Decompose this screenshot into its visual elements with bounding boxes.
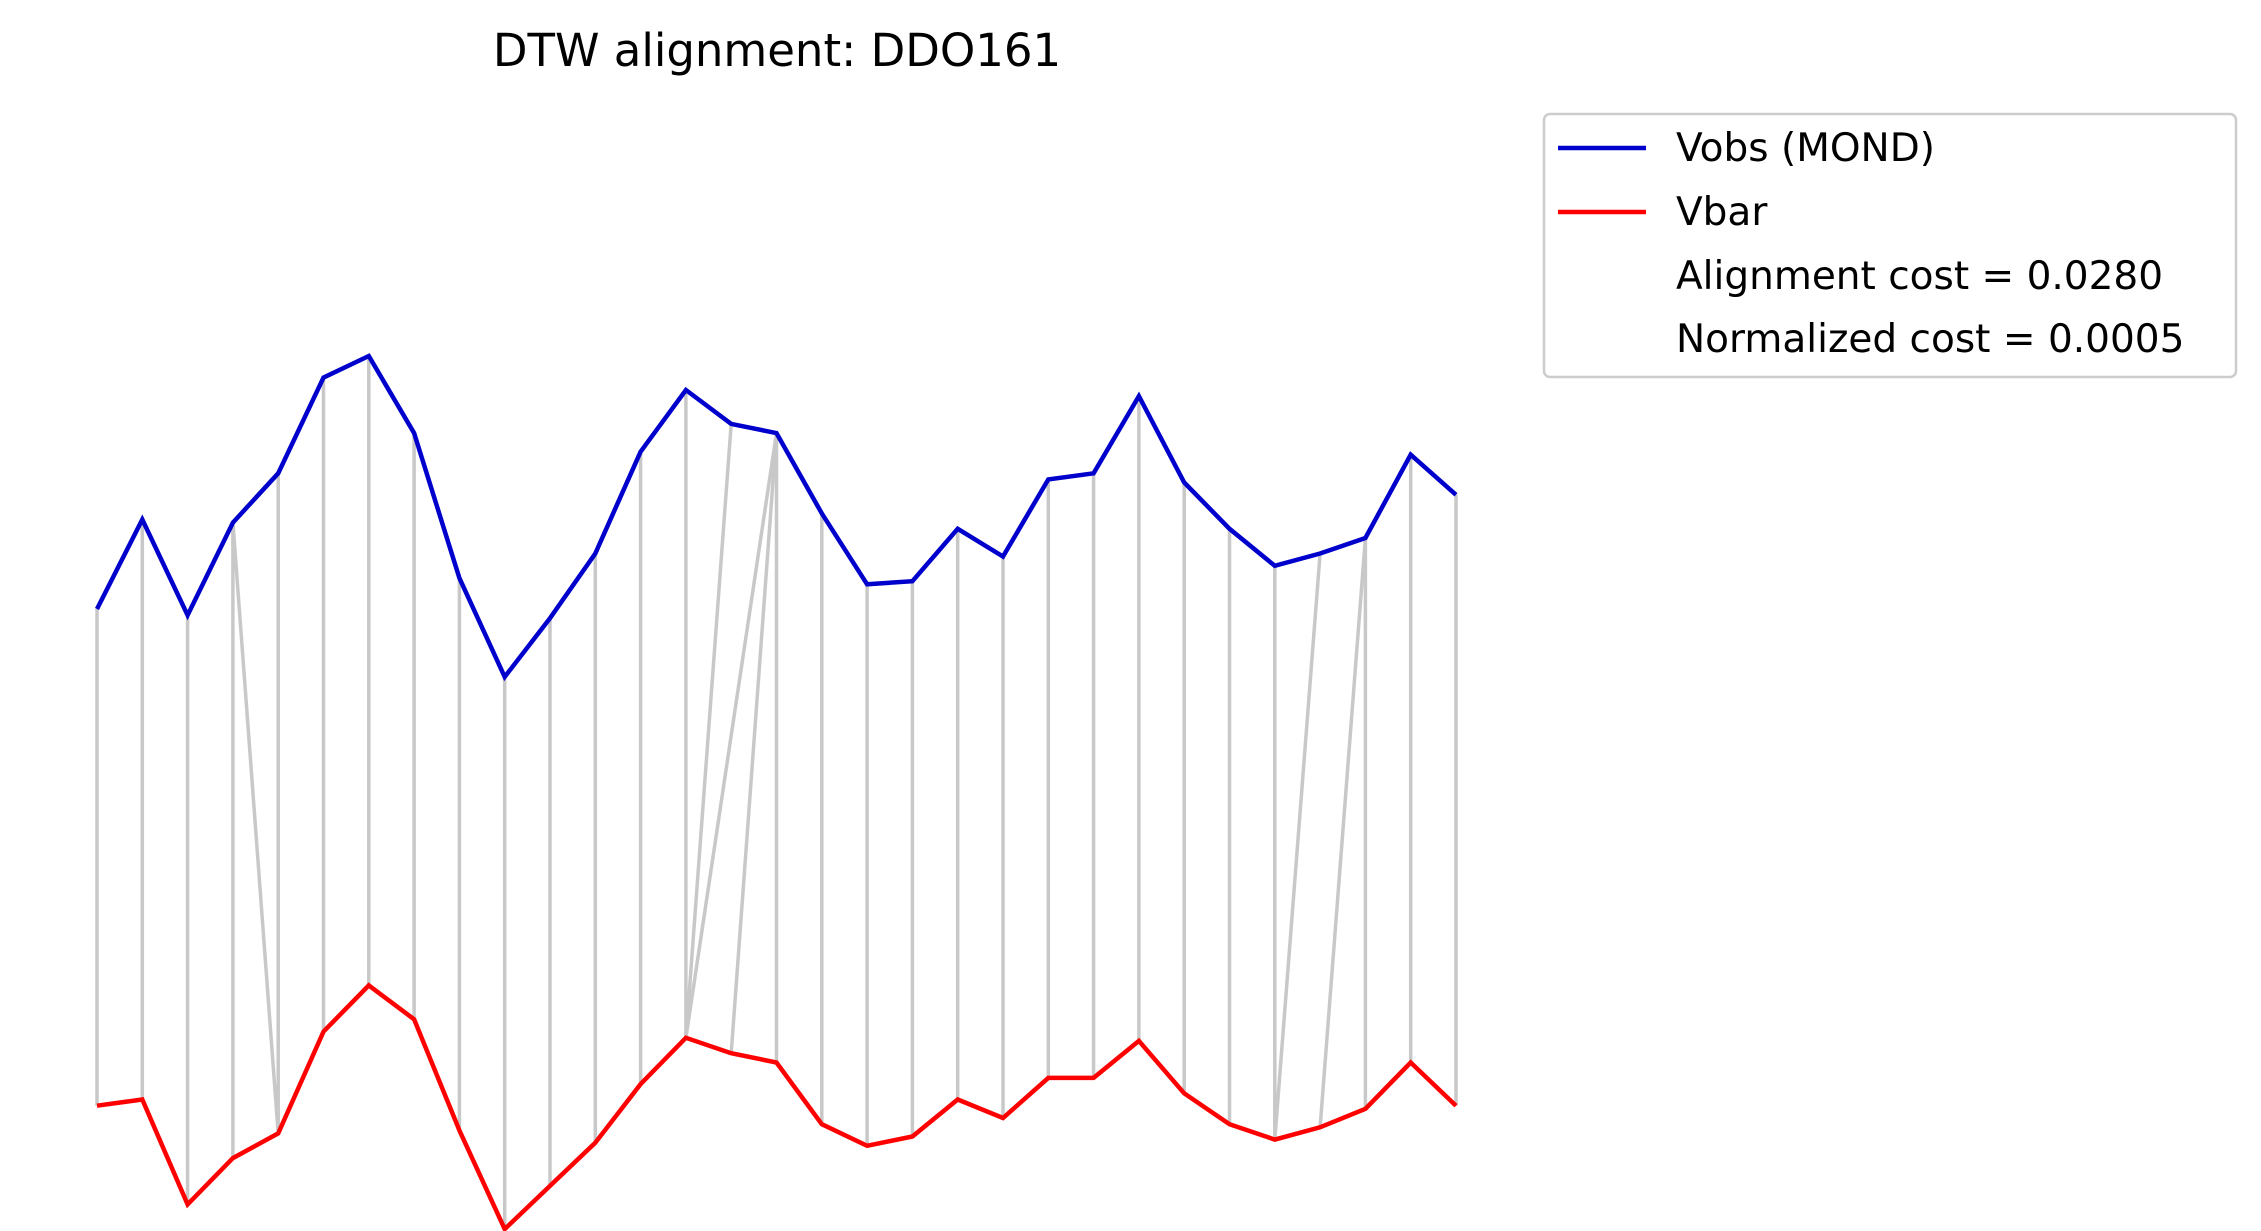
legend-frame bbox=[1542, 112, 2238, 379]
alignment-line-30 bbox=[1273, 553, 1322, 1140]
legend-normalized-cost: Normalized cost = 0.0005 bbox=[1676, 317, 2184, 362]
legend-alignment-cost: Alignment cost = 0.0280 bbox=[1676, 254, 2163, 299]
legend-label-vbar: Vbar bbox=[1676, 190, 1768, 235]
alignment-line-4 bbox=[231, 522, 280, 1134]
plot-area bbox=[94, 353, 1458, 1231]
legend-label-vobs: Vobs (MOND) bbox=[1676, 126, 1935, 171]
alignment-line-31 bbox=[1318, 537, 1368, 1128]
alignment-line-15 bbox=[684, 423, 733, 1038]
alignment-lines bbox=[95, 356, 1458, 1230]
series-lines bbox=[94, 353, 1458, 1231]
legend: Vobs (MOND) Vbar Alignment cost = 0.0280… bbox=[1542, 112, 2238, 379]
alignment-line-16 bbox=[684, 432, 779, 1039]
series-line-vbar bbox=[96, 982, 1458, 1231]
alignment-line-17 bbox=[729, 432, 779, 1054]
chart-title: DTW alignment: DDO161 bbox=[493, 24, 1061, 77]
series-line-vobs bbox=[94, 353, 1458, 682]
